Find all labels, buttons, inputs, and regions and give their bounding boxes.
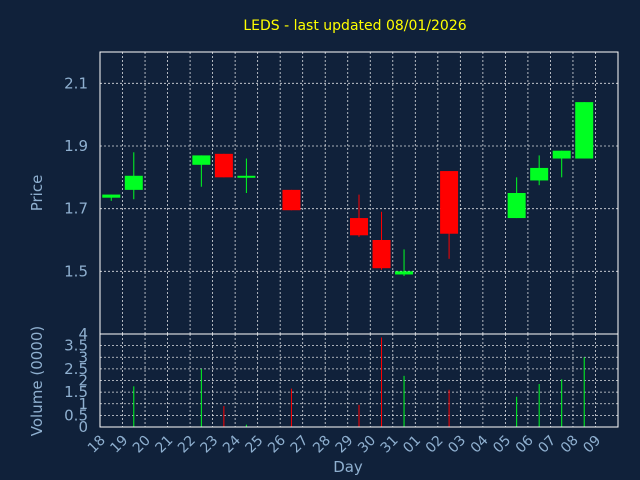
candle-body — [124, 175, 143, 190]
volume-tick-label: 0.5 — [64, 406, 88, 424]
candle-body — [530, 167, 549, 181]
price-tick-label: 1.9 — [64, 137, 88, 155]
candle-body — [440, 171, 459, 234]
volume-tick-label: 2 — [78, 372, 88, 390]
volume-tick-label: 2.5 — [64, 360, 88, 378]
candle-body — [282, 189, 301, 211]
candle-body — [214, 153, 233, 178]
candles — [102, 102, 594, 277]
volume-gridlines — [100, 334, 618, 427]
price-gridlines — [100, 52, 618, 334]
price-y-ticks: 1.5 1.7 1.9 2.1 — [64, 74, 88, 280]
volume-y-ticks: 00.511.522.533.54 — [64, 325, 88, 436]
volume-bars — [133, 337, 585, 427]
volume-tick-label: 1.5 — [64, 383, 88, 401]
volume-tick-label: 3 — [78, 348, 88, 366]
x-tick-label: 18 — [85, 433, 109, 457]
x-tick-label: 25 — [243, 433, 267, 457]
x-tick-label: 27 — [288, 433, 312, 457]
x-tick-label: 03 — [445, 433, 469, 457]
volume-tick-label: 4 — [78, 325, 88, 343]
x-tick-label: 19 — [107, 433, 131, 457]
candle-body — [552, 150, 571, 159]
volume-tick-label: 1 — [78, 395, 88, 413]
x-tick-label: 23 — [198, 433, 222, 457]
x-tick-label: 04 — [468, 432, 492, 456]
x-tick-label: 26 — [265, 432, 289, 456]
x-tick-label: 20 — [130, 433, 154, 457]
volume-axis-label: Volume (0000) — [28, 326, 46, 436]
candle-body — [102, 194, 121, 198]
x-tick-label: 31 — [378, 433, 402, 457]
x-tick-label: 05 — [490, 433, 514, 457]
x-tick-label: 06 — [513, 432, 537, 456]
candle-body — [192, 155, 211, 165]
candle-body — [395, 271, 414, 275]
price-panel: 1.5 1.7 1.9 2.1 Price — [28, 51, 619, 335]
x-tick-label: 22 — [175, 433, 199, 457]
price-tick-label: 1.7 — [64, 200, 88, 218]
x-tick-label: 02 — [423, 433, 447, 457]
volume-tick-label: 0 — [78, 418, 88, 436]
candle-body — [575, 102, 594, 159]
price-plot-frame — [99, 51, 619, 335]
x-tick-label: 29 — [333, 433, 357, 457]
x-axis-ticks: 1819202122232425262728293031010203040506… — [85, 432, 604, 456]
candle-body — [507, 193, 526, 219]
x-tick-label: 21 — [152, 433, 176, 457]
price-axis-label: Price — [28, 175, 46, 212]
x-axis-label: Day — [333, 458, 363, 476]
x-tick-label: 24 — [220, 432, 244, 456]
volume-plot-frame — [99, 333, 619, 428]
volume-panel: 00.511.522.533.54 Volume (0000) — [28, 325, 619, 436]
candle-body — [350, 218, 368, 236]
chart-title: LEDS - last updated 08/01/2026 — [243, 18, 466, 34]
x-tick-label: 08 — [558, 433, 582, 457]
price-tick-label: 1.5 — [64, 262, 88, 280]
x-tick-label: 09 — [580, 433, 604, 457]
price-tick-label: 2.1 — [64, 74, 88, 92]
candle-body — [372, 240, 391, 269]
x-tick-label: 30 — [355, 433, 379, 457]
volume-tick-label: 3.5 — [64, 337, 88, 355]
x-tick-label: 07 — [535, 433, 559, 457]
candle-body — [237, 175, 256, 178]
x-tick-label: 01 — [400, 433, 424, 457]
x-tick-label: 28 — [310, 433, 334, 457]
